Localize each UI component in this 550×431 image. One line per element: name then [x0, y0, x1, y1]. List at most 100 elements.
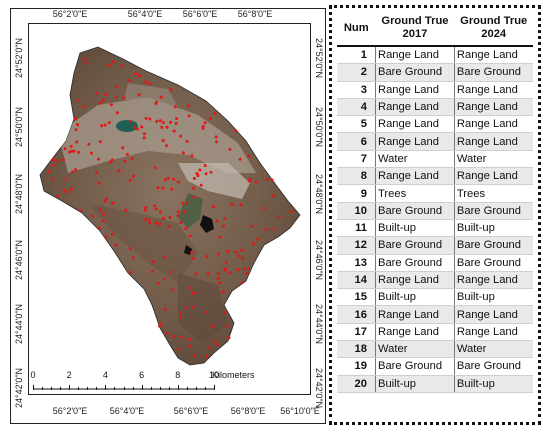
sample-point [74, 117, 78, 121]
sample-point [77, 150, 80, 154]
sample-point [98, 140, 102, 144]
row-ground-true-2017: Bare Ground [375, 63, 455, 82]
row-num: 5 [337, 115, 376, 134]
row-ground-true-2017: Bare Ground [375, 202, 455, 220]
row-ground-true-2017: Bare Ground [375, 236, 455, 255]
sample-point [239, 203, 243, 207]
header-2017: Ground True 2017 [375, 12, 455, 47]
sample-point [186, 104, 190, 108]
scale-bar-tick-label: 0 [30, 370, 36, 380]
row-num: 9 [337, 184, 376, 203]
sample-point [144, 205, 148, 209]
sample-point [161, 186, 165, 190]
sample-point [142, 136, 146, 140]
table-row: 15 Built-up Built-up [337, 288, 533, 307]
row-ground-true-2017: Bare Ground [375, 254, 455, 272]
row-ground-true-2024: Trees [454, 184, 533, 203]
sample-point [102, 98, 105, 102]
row-num: 15 [337, 288, 376, 307]
sample-point [160, 125, 164, 129]
scale-bar-minor-tick [33, 387, 34, 390]
scale-bar-minor-tick [177, 387, 179, 390]
sample-point [110, 201, 114, 205]
sample-point [213, 112, 217, 115]
sample-point [215, 140, 219, 144]
sample-point [184, 227, 188, 230]
row-ground-true-2024: Bare Ground [454, 357, 533, 376]
sample-point [154, 207, 158, 211]
sample-point [241, 257, 245, 260]
sample-point [121, 146, 125, 150]
sample-point [172, 129, 176, 133]
table-row: 6 Range Land Range Land [337, 132, 533, 151]
sample-point [104, 235, 108, 239]
row-ground-true-2017: Range Land [375, 305, 455, 324]
sample-point [138, 74, 142, 78]
sample-point [115, 111, 119, 115]
sample-point [240, 248, 244, 252]
right-coord-label: 24°46'0"N [314, 239, 324, 281]
row-num: 13 [337, 254, 376, 272]
table-row: 12 Bare Ground Bare Ground [337, 236, 533, 255]
sample-point [97, 157, 100, 161]
sample-point [166, 176, 170, 180]
sample-point [165, 144, 168, 148]
water-body [184, 245, 192, 255]
scale-bar-tick-label: 8 [175, 370, 181, 380]
sample-point [163, 307, 167, 311]
sample-point [72, 149, 76, 153]
sample-point [217, 271, 221, 275]
scale-bar-minor-tick [42, 387, 44, 390]
sample-point [176, 210, 180, 214]
sample-point [176, 214, 180, 218]
row-ground-true-2024: Built-up [454, 375, 533, 393]
row-num: 12 [337, 236, 376, 255]
scale-bar-tick [214, 385, 215, 390]
sample-point [51, 177, 54, 181]
row-num: 4 [337, 98, 376, 117]
row-ground-true-2017: Range Land [375, 132, 455, 151]
sample-point [168, 215, 172, 219]
sample-point [272, 227, 276, 231]
sample-point [114, 243, 118, 247]
sample-point [55, 159, 59, 163]
right-coord-label: 24°50'0"N [314, 106, 324, 148]
table-header-row: Num Ground True 2017 Ground True 2024 [337, 12, 533, 47]
sample-point [247, 179, 251, 183]
sample-point [128, 179, 132, 182]
row-ground-true-2024: Range Land [454, 167, 533, 186]
sample-point [201, 126, 205, 130]
row-num: 14 [337, 271, 376, 290]
sample-point [215, 342, 219, 346]
scale-bar-tick-label: 6 [139, 370, 145, 380]
left-coord-label: 24°44'0"N [14, 303, 24, 345]
sample-point [223, 267, 227, 271]
sample-point [150, 269, 154, 273]
scale-bar-minor-tick [204, 387, 206, 390]
sample-point [190, 154, 194, 158]
sample-point [115, 85, 119, 89]
row-num: 11 [337, 219, 376, 238]
scale-bar-minor-tick [168, 387, 170, 390]
watershed-map [33, 46, 301, 390]
row-num: 10 [337, 202, 376, 220]
sample-point [199, 183, 203, 187]
sample-point [175, 117, 179, 120]
sample-point [192, 257, 196, 260]
sample-point [195, 172, 199, 175]
row-num: 8 [337, 167, 376, 186]
sample-point [142, 132, 146, 136]
sample-point [100, 124, 103, 128]
sample-point [136, 127, 139, 131]
sample-point [167, 225, 170, 228]
sample-point [51, 158, 55, 162]
sample-point [179, 311, 183, 315]
sample-point [131, 174, 135, 178]
sample-point [159, 322, 163, 326]
sample-point [107, 64, 111, 67]
sample-point [183, 210, 187, 214]
sample-point [101, 219, 105, 223]
row-ground-true-2024: Range Land [454, 271, 533, 290]
sample-point [181, 151, 185, 155]
sample-point [70, 187, 74, 191]
